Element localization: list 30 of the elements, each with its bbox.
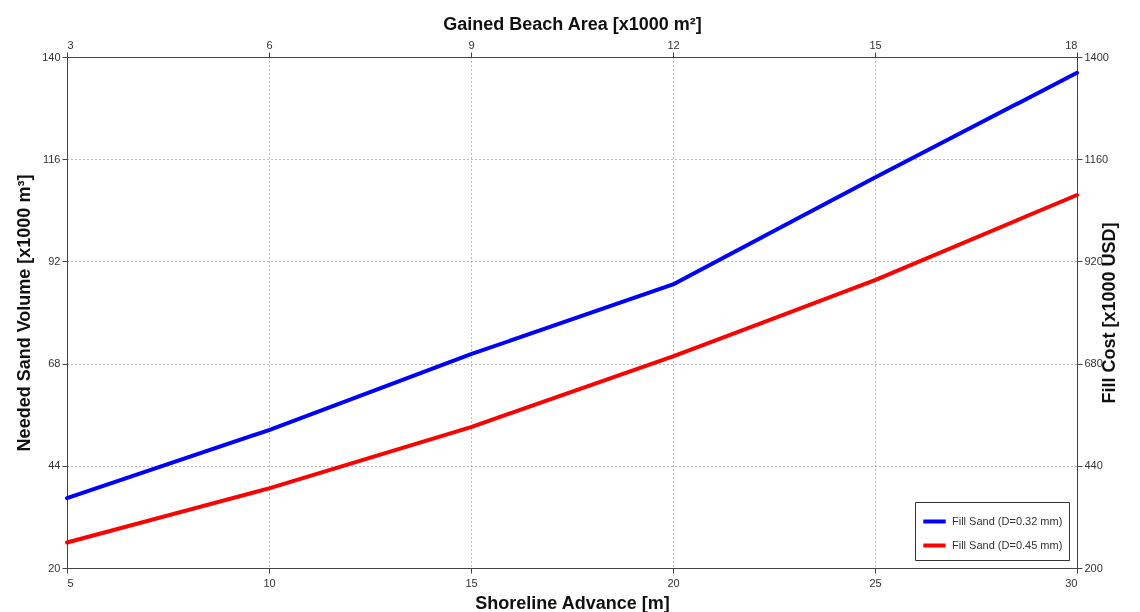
- x2-tick-label: 12: [667, 38, 680, 51]
- y2-tick-label: 200: [1084, 561, 1103, 574]
- x2-axis-title: Gained Beach Area [x1000 m²]: [443, 13, 702, 34]
- y2-tick-label: 920: [1084, 254, 1103, 267]
- y-tick-label: 92: [48, 254, 61, 267]
- x-tick-label: 15: [465, 576, 478, 589]
- legend-label: Fill Sand (D=0.32 mm): [952, 514, 1063, 527]
- legend-label: Fill Sand (D=0.45 mm): [952, 538, 1063, 551]
- x-tick-label: 30: [1065, 576, 1078, 589]
- y2-tick-label: 1160: [1084, 152, 1109, 165]
- x2-tick-label: 6: [266, 38, 273, 51]
- y2-tick-label: 440: [1084, 459, 1103, 472]
- y2-tick-label: 1400: [1084, 50, 1109, 63]
- y-tick-label: 116: [42, 152, 61, 165]
- x-axis-title: Shoreline Advance [m]: [475, 592, 670, 612]
- x-tick-label: 10: [263, 576, 276, 589]
- y2-tick-label: 680: [1084, 357, 1103, 370]
- x2-tick-label: 3: [67, 38, 74, 51]
- x-tick-label: 25: [869, 576, 882, 589]
- x-tick-label: 20: [667, 576, 680, 589]
- line-series: [65, 70, 1079, 501]
- y-tick-label: 44: [48, 459, 61, 472]
- y-tick-label: 20: [48, 561, 61, 574]
- y-tick-label: 140: [42, 50, 61, 63]
- x2-tick-label: 15: [869, 38, 882, 51]
- x2-tick-label: 18: [1065, 38, 1078, 51]
- x2-tick-label: 9: [468, 38, 475, 51]
- y-axis-title: Needed Sand Volume [x1000 m³]: [14, 174, 35, 452]
- y-tick-label: 68: [48, 357, 61, 370]
- x-tick-label: 5: [67, 576, 74, 589]
